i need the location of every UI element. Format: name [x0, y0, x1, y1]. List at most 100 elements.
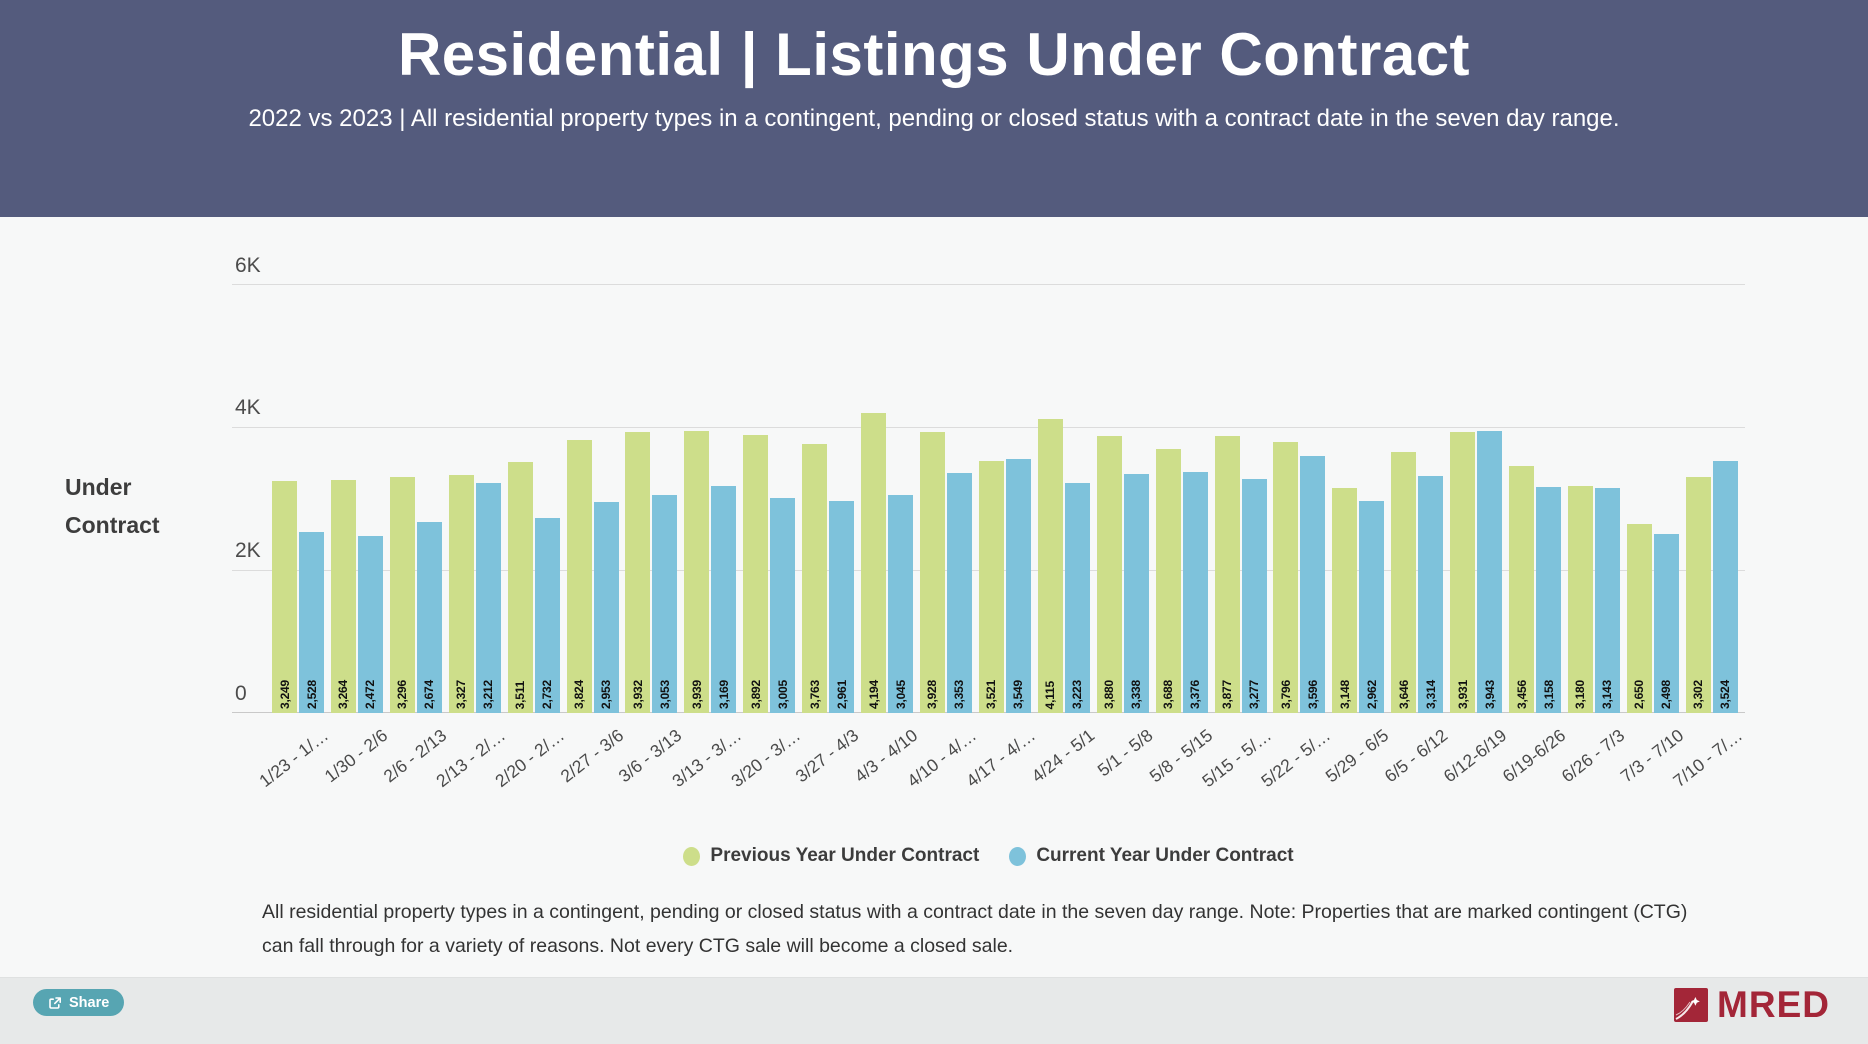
current-year-bar[interactable]: 3,045 — [888, 495, 914, 713]
x-axis-label: 2/27 - 3/6 — [556, 725, 627, 787]
bar-pair: 3,877 3,277 5/15 - 5/… — [1198, 436, 1275, 791]
bar-value-label: 3,180 — [1573, 679, 1588, 709]
bar-pair: 3,264 2,472 1/30 - 2/6 — [321, 480, 391, 786]
previous-year-bar[interactable]: 3,796 — [1273, 442, 1299, 713]
bar-pair: 3,880 3,338 5/1 - 5/8 — [1094, 436, 1157, 780]
previous-year-bar[interactable]: 3,880 — [1096, 436, 1122, 713]
bar-value-label: 3,892 — [748, 679, 763, 709]
current-year-bar[interactable]: 2,732 — [534, 518, 560, 713]
previous-year-bar[interactable]: 3,327 — [448, 475, 474, 713]
current-year-bar[interactable]: 3,212 — [475, 483, 501, 713]
legend-label-previous-year: Previous Year Under Contract — [710, 845, 980, 866]
previous-year-bar[interactable]: 3,763 — [802, 444, 828, 713]
legend-swatch-previous-year — [683, 846, 701, 866]
bar-pair: 3,646 3,314 6/5 - 6/12 — [1381, 452, 1452, 786]
bar-value-label: 2,961 — [834, 679, 849, 709]
bar-value-label: 3,005 — [775, 679, 790, 709]
bar-pair: 3,824 2,953 2/27 - 3/6 — [556, 440, 627, 786]
current-year-bar[interactable]: 2,498 — [1653, 534, 1679, 713]
bar-value-label: 2,962 — [1364, 679, 1379, 709]
previous-year-bar[interactable]: 3,688 — [1155, 449, 1181, 713]
bar-pair: 3,928 3,353 4/10 - 4/… — [904, 432, 980, 791]
current-year-bar[interactable]: 3,353 — [946, 473, 972, 713]
bar-value-label: 3,212 — [481, 679, 496, 709]
bar-value-label: 3,053 — [657, 679, 672, 709]
bar-pair: 4,194 3,045 4/3 - 4/10 — [851, 413, 921, 786]
current-year-bar[interactable]: 3,314 — [1418, 476, 1444, 713]
bar-value-label: 3,302 — [1691, 679, 1706, 709]
x-axis-label: 6/5 - 6/12 — [1380, 725, 1452, 787]
current-year-bar[interactable]: 3,169 — [711, 486, 737, 713]
previous-year-bar[interactable]: 3,264 — [330, 480, 356, 713]
previous-year-bar[interactable]: 3,928 — [919, 432, 945, 713]
current-year-bar[interactable]: 2,962 — [1359, 501, 1385, 713]
bar-pair: 3,148 2,962 5/29 - 6/5 — [1322, 488, 1393, 786]
current-year-bar[interactable]: 3,005 — [770, 498, 796, 713]
bar-value-label: 3,296 — [395, 679, 410, 709]
previous-year-bar[interactable]: 4,194 — [861, 413, 887, 713]
bar-pair: 3,456 3,158 6/19-6/26 — [1499, 466, 1569, 786]
current-year-bar[interactable]: 3,596 — [1300, 456, 1326, 713]
previous-year-bar[interactable]: 3,148 — [1332, 488, 1358, 713]
legend-item-current-year[interactable]: Current Year Under Contract — [1009, 845, 1294, 867]
bar-value-label: 3,596 — [1305, 679, 1320, 709]
bar-pair: 3,180 3,143 6/26 - 7/3 — [1558, 486, 1628, 786]
previous-year-bar[interactable]: 3,939 — [684, 431, 710, 713]
bar-pair: 3,521 3,549 4/17 - 4/… — [962, 459, 1039, 791]
bar-value-label: 2,472 — [363, 679, 378, 709]
bar-chart: 6K 4K 2K 0 3,249 2,528 1/23 - 1/… 3,264 2,47… — [232, 254, 1746, 791]
previous-year-bar[interactable]: 3,892 — [743, 435, 769, 713]
share-button[interactable]: Share — [33, 989, 125, 1016]
bar-value-label: 3,688 — [1161, 679, 1176, 709]
y-tick-6k: 6K — [235, 254, 261, 277]
current-year-bar[interactable]: 3,376 — [1182, 472, 1208, 713]
page-subtitle: 2022 vs 2023 | All residential property … — [248, 105, 1620, 132]
bar-value-label: 3,148 — [1337, 679, 1352, 709]
previous-year-bar[interactable]: 3,249 — [272, 481, 297, 713]
previous-year-bar[interactable]: 2,650 — [1626, 524, 1652, 713]
chart-legend: Previous Year Under Contract Current Yea… — [232, 845, 1745, 867]
x-axis-label: 4/24 - 5/1 — [1027, 725, 1099, 787]
previous-year-bar[interactable]: 4,115 — [1037, 419, 1063, 713]
previous-year-bar[interactable]: 3,824 — [566, 440, 592, 713]
x-axis-label: 3/27 - 4/3 — [791, 725, 863, 787]
current-year-bar[interactable]: 3,143 — [1594, 488, 1620, 713]
gridline-6k — [232, 284, 1745, 285]
bar-value-label: 3,249 — [277, 679, 292, 709]
previous-year-bar[interactable]: 3,932 — [625, 432, 651, 713]
current-year-bar[interactable]: 2,528 — [299, 532, 324, 713]
previous-year-bar[interactable]: 3,180 — [1567, 486, 1593, 713]
current-year-bar[interactable]: 3,524 — [1712, 461, 1738, 713]
bar-value-label: 3,338 — [1129, 679, 1144, 709]
legend-item-previous-year[interactable]: Previous Year Under Contract — [683, 845, 979, 867]
previous-year-bar[interactable]: 3,931 — [1450, 432, 1476, 713]
current-year-bar[interactable]: 2,953 — [593, 502, 619, 713]
bar-groups: 3,249 2,528 1/23 - 1/… 3,264 2,472 1/30 - 2/6… — [256, 284, 1746, 791]
current-year-bar[interactable]: 2,472 — [357, 536, 383, 713]
previous-year-bar[interactable]: 3,302 — [1685, 477, 1711, 713]
previous-year-bar[interactable]: 3,877 — [1214, 436, 1240, 713]
current-year-bar[interactable]: 2,961 — [829, 501, 855, 713]
bar-value-label: 3,327 — [454, 679, 469, 709]
bar-value-label: 3,763 — [807, 679, 822, 709]
previous-year-bar[interactable]: 3,511 — [507, 462, 533, 713]
current-year-bar[interactable]: 3,158 — [1536, 487, 1562, 713]
x-axis-label: 5/29 - 6/5 — [1322, 725, 1393, 787]
current-year-bar[interactable]: 3,549 — [1005, 459, 1031, 713]
previous-year-bar[interactable]: 3,521 — [978, 461, 1004, 713]
current-year-bar[interactable]: 3,338 — [1123, 474, 1149, 713]
chart-footnote: All residential property types in a cont… — [262, 901, 1688, 957]
previous-year-bar[interactable]: 3,646 — [1391, 452, 1417, 713]
current-year-bar[interactable]: 3,277 — [1241, 479, 1267, 713]
current-year-bar[interactable]: 2,674 — [416, 522, 442, 713]
bar-value-label: 3,646 — [1396, 679, 1411, 709]
gridline-4k — [232, 427, 1745, 428]
bar-pair: 3,302 3,524 7/10 - 7/… — [1669, 461, 1746, 791]
previous-year-bar[interactable]: 3,296 — [389, 477, 415, 713]
bar-pair: 3,511 2,732 2/20 - 2/… — [491, 462, 568, 791]
previous-year-bar[interactable]: 3,456 — [1509, 466, 1535, 713]
current-year-bar[interactable]: 3,943 — [1477, 431, 1503, 713]
current-year-bar[interactable]: 3,223 — [1064, 483, 1090, 713]
current-year-bar[interactable]: 3,053 — [652, 495, 678, 713]
bar-value-label: 4,194 — [866, 679, 881, 709]
